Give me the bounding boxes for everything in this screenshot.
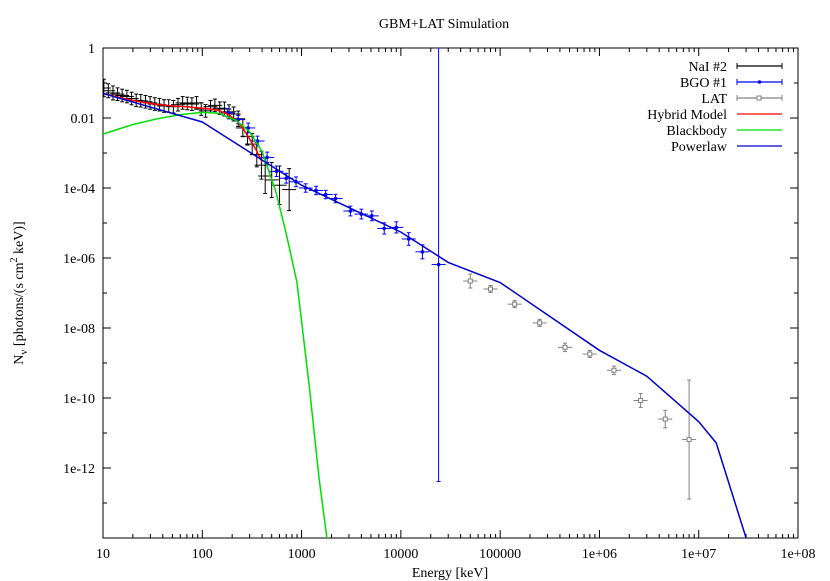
data-point-lat (532, 318, 547, 327)
data-point-nai-2 (272, 165, 287, 205)
point-marker (246, 126, 250, 130)
data-point-lat (463, 273, 478, 289)
point-marker (370, 214, 374, 218)
legend-label-powerlaw: Powerlaw (671, 140, 728, 155)
x-tick-label: 10000 (383, 547, 418, 562)
point-marker (420, 250, 425, 254)
y-label-main: N (12, 355, 27, 365)
y-tick-label: 1 (88, 42, 95, 57)
point-marker (436, 262, 441, 267)
legend-label-hybrid-model: Hybrid Model (647, 108, 727, 123)
x-tick-label: 1000 (288, 547, 316, 562)
data-point-lat (633, 392, 648, 408)
y-label-sub: ν (18, 350, 30, 355)
x-tick-label: 1e+06 (582, 547, 617, 562)
legend-label-nai-2: NaI #2 (689, 60, 728, 75)
y-axis-label: Nν [photons/(s cm2 keV)] (9, 221, 30, 364)
series-group (103, 48, 747, 538)
x-axis-label: Energy [keV] (412, 566, 488, 581)
y-tick-label: 1e-06 (63, 252, 95, 267)
series-line-blackbody (103, 111, 328, 538)
point-marker (265, 155, 269, 160)
point-marker (394, 225, 399, 230)
point-marker (562, 344, 568, 350)
data-point-lat (658, 409, 673, 429)
axis-ticks: 10 100 1000 10000 100000 1e+06 1e+07 1e+08 1 0.01… (63, 42, 815, 562)
y-tick-label: 1e-12 (63, 462, 95, 477)
x-tick-label: 1e+07 (681, 547, 716, 562)
point-marker (284, 176, 288, 181)
data-point-bgo-1 (401, 232, 416, 246)
series-line-powerlaw (103, 92, 747, 538)
legend-marker (757, 80, 762, 84)
point-marker (638, 397, 644, 403)
y-tick-label: 1e-04 (63, 182, 95, 197)
point-marker (587, 351, 593, 357)
data-point-nai-2 (282, 168, 297, 212)
data-point-bgo-1 (431, 48, 446, 483)
y-tick-label: 1e-10 (63, 392, 95, 407)
data-point-lat (582, 350, 597, 359)
point-marker (348, 209, 353, 213)
y-label-rest: [photons/(s cm (12, 262, 27, 349)
point-marker (662, 416, 668, 422)
y-tick-label: 1e-08 (63, 322, 95, 337)
legend-label-blackbody: Blackbody (666, 124, 727, 139)
legend-marker (756, 95, 762, 101)
data-point-lat (507, 300, 522, 309)
point-marker (333, 196, 338, 201)
data-point-bgo-1 (415, 244, 430, 260)
data-point-lat (557, 342, 572, 353)
x-tick-label: 100 (192, 547, 213, 562)
legend-label-lat: LAT (701, 92, 727, 107)
data-point-lat (483, 285, 498, 294)
series-line-hybrid-model (103, 92, 263, 163)
point-marker (512, 301, 518, 307)
y-label-end: keV)] (12, 221, 27, 257)
y-label-sup: 2 (9, 257, 20, 262)
point-marker (488, 286, 494, 292)
data-point-lat (682, 379, 697, 500)
point-marker (467, 278, 473, 284)
series-layer (103, 48, 747, 538)
point-marker (537, 320, 543, 326)
x-tick-label: 10 (96, 547, 110, 562)
point-marker (382, 226, 387, 231)
y-tick-label: 0.01 (71, 112, 96, 127)
point-marker (611, 367, 617, 373)
x-tick-label: 1e+08 (780, 547, 815, 562)
data-point-lat (606, 365, 621, 375)
chart-title: GBM+LAT Simulation (379, 17, 509, 32)
data-point-nai-2 (105, 85, 120, 101)
x-tick-label: 100000 (479, 547, 521, 562)
legend-label-bgo-1: BGO #1 (680, 76, 727, 91)
point-marker (686, 437, 692, 443)
